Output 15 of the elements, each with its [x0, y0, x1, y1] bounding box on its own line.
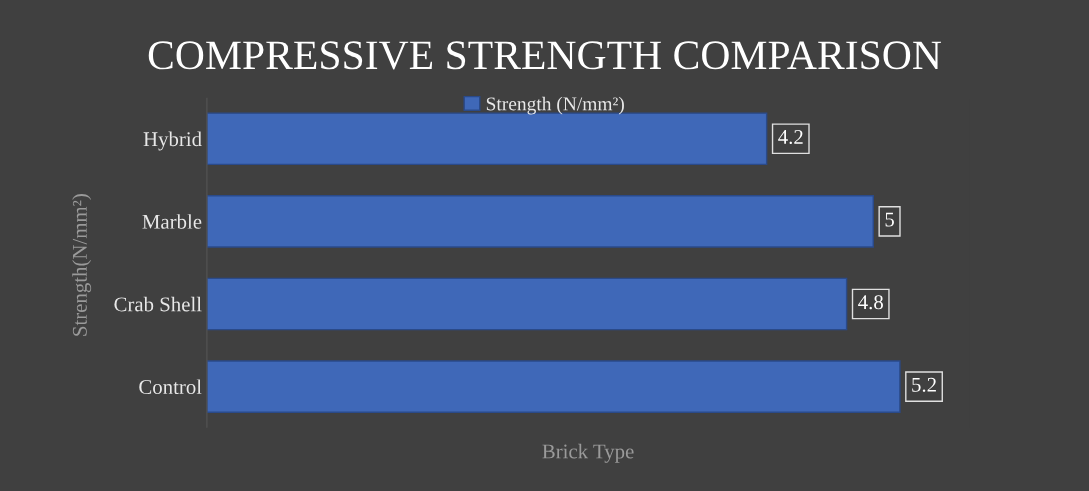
- legend-label: Strength (N/mm²): [486, 96, 624, 115]
- data-label: 4.2: [778, 129, 803, 145]
- data-label: 5.2: [912, 377, 936, 392]
- y-tick-label: Hybrid: [143, 131, 202, 151]
- bar: [206, 360, 901, 413]
- bar: [206, 195, 874, 248]
- data-label: 4.8: [858, 295, 883, 310]
- data-label: 5: [885, 212, 894, 227]
- y-tick-label: Control: [139, 379, 202, 395]
- x-axis-title: Brick Type: [542, 443, 634, 463]
- y-tick-label: Marble: [142, 214, 202, 229]
- chart-title: COMPRESSIVE STRENGTH COMPARISON: [148, 41, 942, 70]
- bar: [206, 277, 848, 331]
- y-tick-label: Crab Shell: [114, 296, 202, 312]
- y-axis-title: Strength(N/mm²): [72, 194, 92, 336]
